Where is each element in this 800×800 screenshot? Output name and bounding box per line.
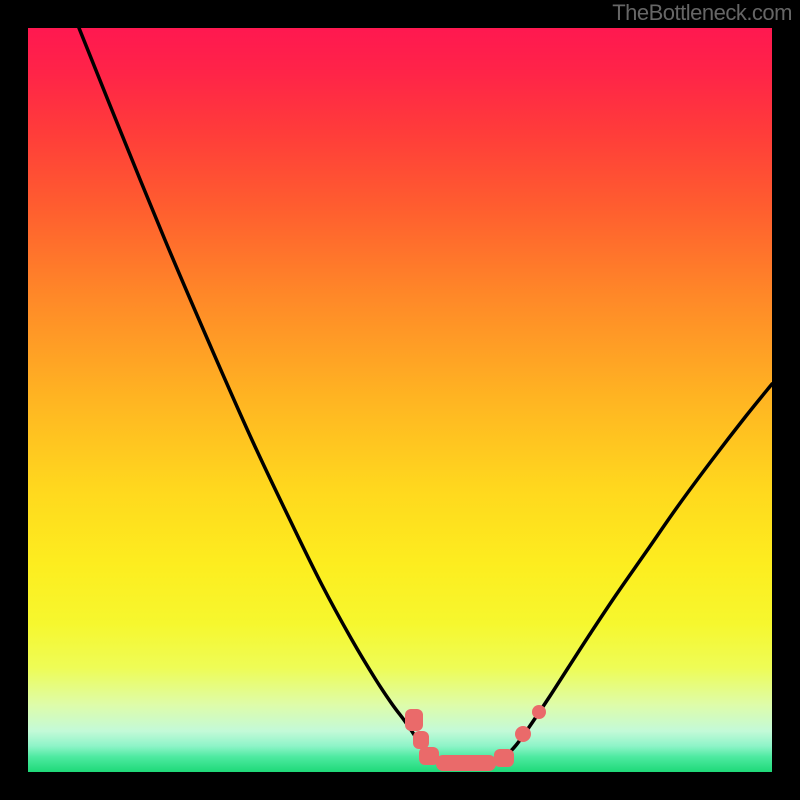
- bottleneck-curve-chart: [0, 0, 800, 800]
- watermark-text: TheBottleneck.com: [612, 0, 792, 26]
- valley-marker-1: [413, 731, 429, 749]
- valley-marker-4: [494, 749, 514, 767]
- valley-marker-6: [532, 705, 546, 719]
- valley-marker-0: [405, 709, 423, 731]
- valley-marker-5: [515, 726, 531, 742]
- valley-marker-3: [436, 755, 496, 771]
- chart-viewport: TheBottleneck.com: [0, 0, 800, 800]
- plot-background-gradient: [28, 28, 772, 772]
